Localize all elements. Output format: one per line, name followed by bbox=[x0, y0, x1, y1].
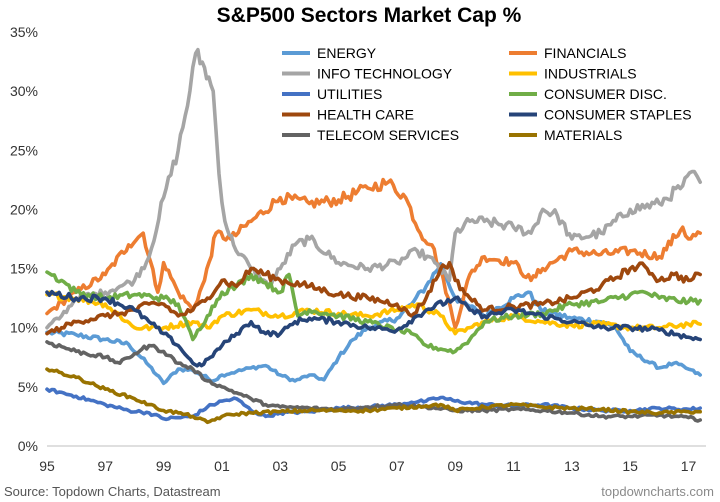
series-line-telecom-services bbox=[45, 340, 702, 423]
legend-label-industrials: INDUSTRIALS bbox=[544, 66, 637, 82]
legend-label-health-care: HEALTH CARE bbox=[317, 107, 414, 123]
source-note: Source: Topdown Charts, Datastream bbox=[4, 484, 221, 499]
legend-label-consumer-staples: CONSUMER STAPLES bbox=[544, 107, 692, 123]
y-tick-label: 35% bbox=[10, 24, 38, 40]
x-tick-label: 99 bbox=[156, 458, 172, 474]
y-tick-label: 10% bbox=[10, 320, 38, 336]
x-tick-label: 11 bbox=[506, 458, 521, 474]
legend-label-telecom-services: TELECOM SERVICES bbox=[317, 127, 459, 143]
y-tick-label: 20% bbox=[10, 201, 38, 217]
y-axis-ticks: 0% 5% 10% 15% 20% 25% 30% 35% bbox=[10, 24, 38, 454]
x-tick-label: 07 bbox=[389, 458, 405, 474]
y-tick-label: 0% bbox=[18, 438, 38, 454]
x-tick-label: 01 bbox=[214, 458, 230, 474]
x-tick-label: 03 bbox=[272, 458, 288, 474]
x-tick-label: 97 bbox=[98, 458, 114, 474]
series-line-consumer-staples bbox=[45, 289, 702, 368]
x-axis-ticks: 95 97 99 01 03 05 07 09 11 13 15 17 bbox=[39, 458, 696, 474]
legend-label-utilities: UTILITIES bbox=[317, 86, 382, 102]
series-line-consumer-disc bbox=[45, 270, 702, 355]
series-line-health-care bbox=[45, 260, 702, 336]
series-line-financials bbox=[45, 177, 702, 330]
series-line-info-technology bbox=[45, 47, 702, 330]
x-tick-label: 17 bbox=[681, 458, 697, 474]
x-tick-label: 13 bbox=[564, 458, 580, 474]
legend-label-energy: ENERGY bbox=[317, 45, 377, 61]
x-tick-label: 05 bbox=[331, 458, 347, 474]
y-tick-label: 30% bbox=[10, 83, 38, 99]
y-tick-label: 15% bbox=[10, 261, 38, 277]
chart-title: S&P500 Sectors Market Cap % bbox=[217, 4, 522, 27]
y-tick-label: 25% bbox=[10, 142, 38, 158]
series-line-materials bbox=[45, 367, 702, 425]
legend: ENERGY FINANCIALS INFO TECHNOLOGY INDUSTRIA… bbox=[282, 45, 692, 143]
x-tick-label: 09 bbox=[447, 458, 463, 474]
y-tick-label: 5% bbox=[18, 379, 38, 395]
watermark-text: topdowncharts.com bbox=[601, 484, 714, 499]
x-tick-label: 15 bbox=[622, 458, 638, 474]
x-tick-label: 95 bbox=[39, 458, 55, 474]
series-layer bbox=[45, 47, 702, 425]
legend-label-financials: FINANCIALS bbox=[544, 45, 626, 61]
legend-label-materials: MATERIALS bbox=[544, 127, 622, 143]
legend-label-consumer-disc: CONSUMER DISC. bbox=[544, 86, 667, 102]
legend-label-info-technology: INFO TECHNOLOGY bbox=[317, 66, 453, 82]
